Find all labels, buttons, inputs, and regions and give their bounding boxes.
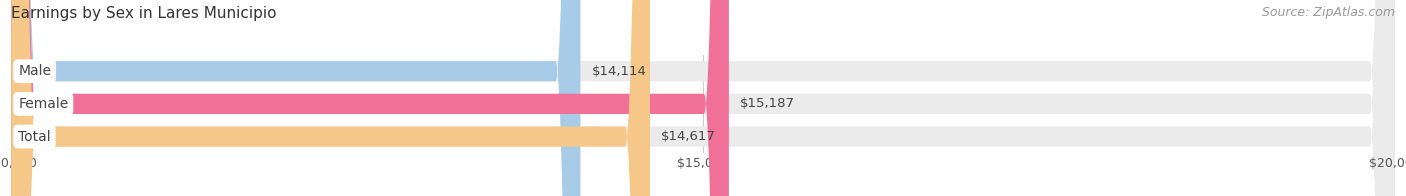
Text: $14,114: $14,114 — [592, 65, 647, 78]
Text: Male: Male — [18, 64, 51, 78]
Text: $14,617: $14,617 — [661, 130, 716, 143]
FancyBboxPatch shape — [11, 0, 1395, 196]
FancyBboxPatch shape — [11, 0, 1395, 196]
Text: Earnings by Sex in Lares Municipio: Earnings by Sex in Lares Municipio — [11, 6, 277, 21]
FancyBboxPatch shape — [11, 0, 728, 196]
FancyBboxPatch shape — [11, 0, 1395, 196]
FancyBboxPatch shape — [11, 0, 581, 196]
Text: Total: Total — [18, 130, 51, 143]
Text: Female: Female — [18, 97, 69, 111]
Text: $15,187: $15,187 — [740, 97, 794, 110]
Text: Source: ZipAtlas.com: Source: ZipAtlas.com — [1261, 6, 1395, 19]
FancyBboxPatch shape — [11, 0, 650, 196]
